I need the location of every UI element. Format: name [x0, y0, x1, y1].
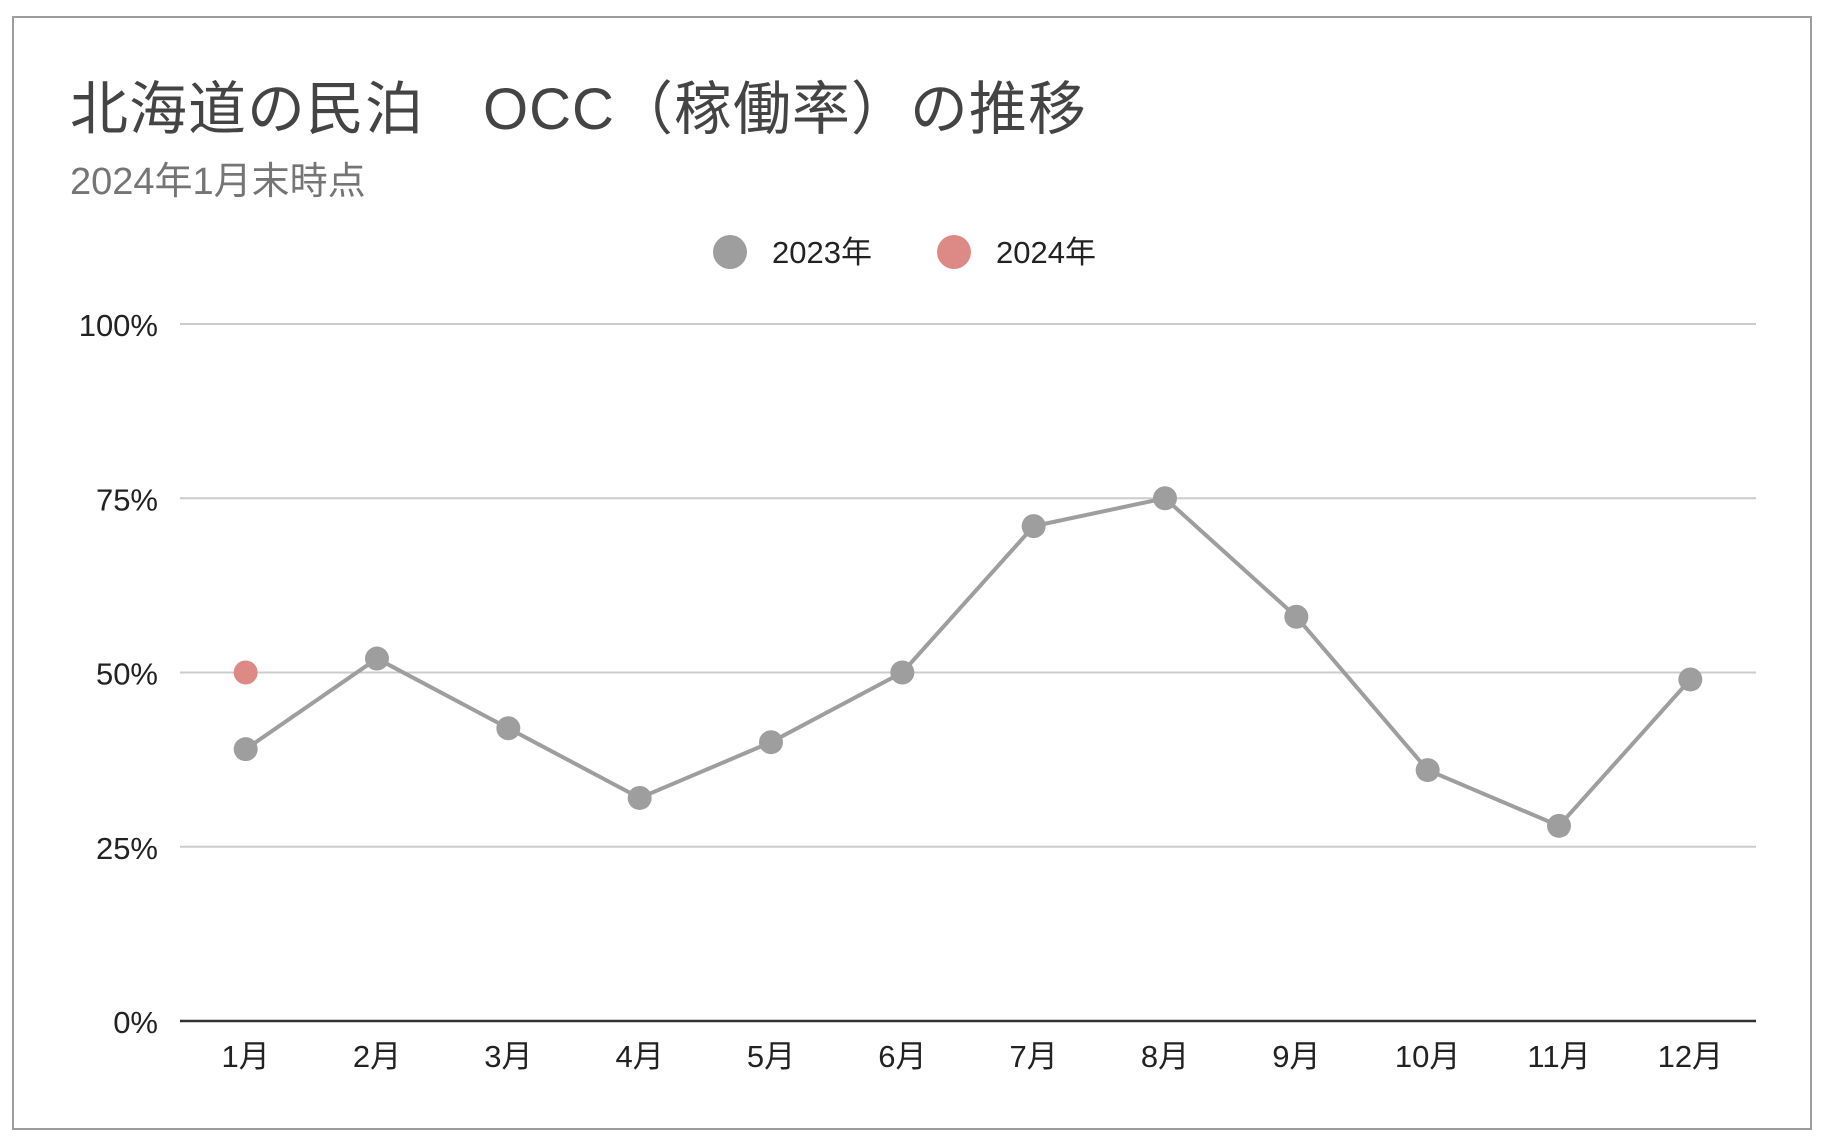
legend-marker [713, 235, 747, 269]
x-tick-label: 4月 [616, 1039, 664, 1074]
data-point[interactable] [1284, 604, 1309, 629]
y-tick-label: 0% [113, 1005, 158, 1040]
x-tick-label: 1月 [222, 1039, 270, 1074]
x-tick-label: 6月 [878, 1039, 926, 1074]
data-point[interactable] [1547, 813, 1571, 838]
chart-frame [12, 16, 1812, 1130]
x-tick-label: 11月 [1527, 1039, 1590, 1074]
data-point[interactable] [759, 730, 783, 755]
data-point[interactable] [1021, 514, 1046, 539]
y-tick-label: 75% [96, 482, 158, 517]
data-point[interactable] [1415, 758, 1440, 783]
x-tick-label: 10月 [1395, 1039, 1460, 1074]
series-line [244, 496, 1692, 828]
gridlines [180, 323, 1756, 1023]
series-layer [233, 486, 1703, 838]
legend-label: 2024年 [996, 235, 1096, 270]
data-point[interactable] [1153, 486, 1177, 511]
chart-subtitle: 2024年1月末時点 [70, 161, 366, 203]
data-point[interactable] [890, 660, 915, 685]
data-point[interactable] [365, 646, 389, 671]
y-axis-labels: 0% 25% 50% 75% 100% [79, 308, 158, 1040]
x-tick-label: 3月 [484, 1039, 532, 1074]
data-point[interactable] [233, 660, 258, 685]
x-tick-label: 2月 [353, 1039, 401, 1074]
x-tick-label: 8月 [1141, 1039, 1189, 1074]
data-point[interactable] [496, 716, 521, 741]
x-tick-label: 5月 [747, 1039, 795, 1074]
x-tick-label: 9月 [1272, 1039, 1320, 1074]
y-tick-label: 50% [96, 657, 158, 692]
y-tick-label: 25% [96, 831, 158, 866]
x-tick-label: 7月 [1010, 1039, 1058, 1074]
legend: 2023年 2024年 [713, 235, 1096, 270]
x-axis-labels: 1月 2月 3月 4月 5月 6月 7月 8月 9月 10月 11月 12月 [222, 1039, 1724, 1074]
legend-label: 2023年 [772, 235, 872, 270]
legend-marker [937, 235, 971, 269]
data-point[interactable] [1678, 667, 1703, 692]
chart-title: 北海道の民泊 OCC（稼働率）の推移 [70, 77, 1087, 142]
x-tick-label: 12月 [1658, 1039, 1723, 1074]
data-point[interactable] [233, 737, 258, 762]
data-point[interactable] [627, 785, 652, 810]
y-tick-label: 100% [79, 308, 158, 343]
